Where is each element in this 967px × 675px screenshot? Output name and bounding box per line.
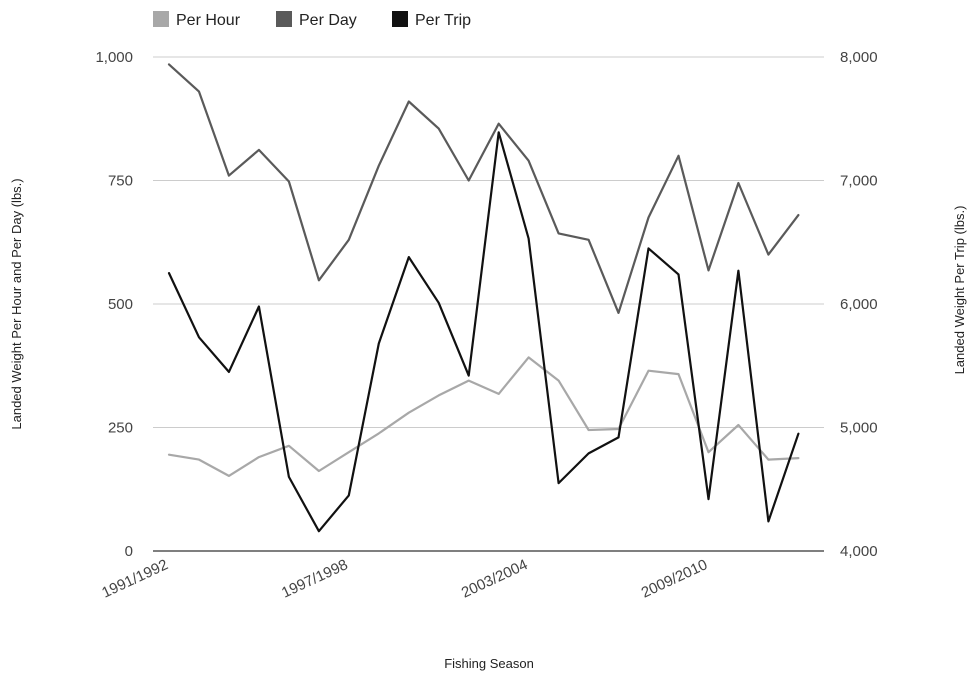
x-tick: 2003/2004 <box>459 556 530 601</box>
x-tick: 2009/2010 <box>639 556 710 601</box>
y-tick-right: 7,000 <box>840 173 878 190</box>
legend: Per Hour Per Day Per Trip <box>153 11 471 29</box>
series-line-per-trip <box>169 132 798 531</box>
x-axis-ticks: 1991/1992 1997/1998 2003/2004 2009/2010 <box>99 556 710 601</box>
series-line-per-day <box>169 64 798 313</box>
y-axis-right-title: Landed Weight Per Trip (lbs.) <box>952 206 967 375</box>
y-tick-left: 500 <box>108 296 133 313</box>
gridlines <box>153 57 824 551</box>
legend-swatch-per-day <box>276 11 292 27</box>
legend-swatch-per-hour <box>153 11 169 27</box>
legend-label-per-day: Per Day <box>299 12 357 29</box>
legend-swatch-per-trip <box>392 11 408 27</box>
y-tick-right: 5,000 <box>840 420 878 437</box>
x-axis-title: Fishing Season <box>444 656 534 671</box>
y-axis-left-ticks: 0 250 500 750 1,000 <box>95 49 133 560</box>
y-tick-left: 1,000 <box>95 49 133 66</box>
legend-label-per-hour: Per Hour <box>176 12 241 29</box>
y-tick-right: 4,000 <box>840 543 878 560</box>
y-tick-left: 750 <box>108 173 133 190</box>
y-tick-left: 250 <box>108 420 133 437</box>
x-tick: 1997/1998 <box>279 556 350 601</box>
y-axis-left-title: Landed Weight Per Hour and Per Day (lbs.… <box>9 178 24 429</box>
y-tick-left: 0 <box>125 543 133 560</box>
y-tick-right: 8,000 <box>840 49 878 66</box>
y-axis-right-ticks: 4,000 5,000 6,000 7,000 8,000 <box>840 49 878 560</box>
x-tick: 1991/1992 <box>99 556 170 601</box>
series-lines <box>169 64 798 531</box>
legend-label-per-trip: Per Trip <box>415 12 471 29</box>
y-tick-right: 6,000 <box>840 296 878 313</box>
